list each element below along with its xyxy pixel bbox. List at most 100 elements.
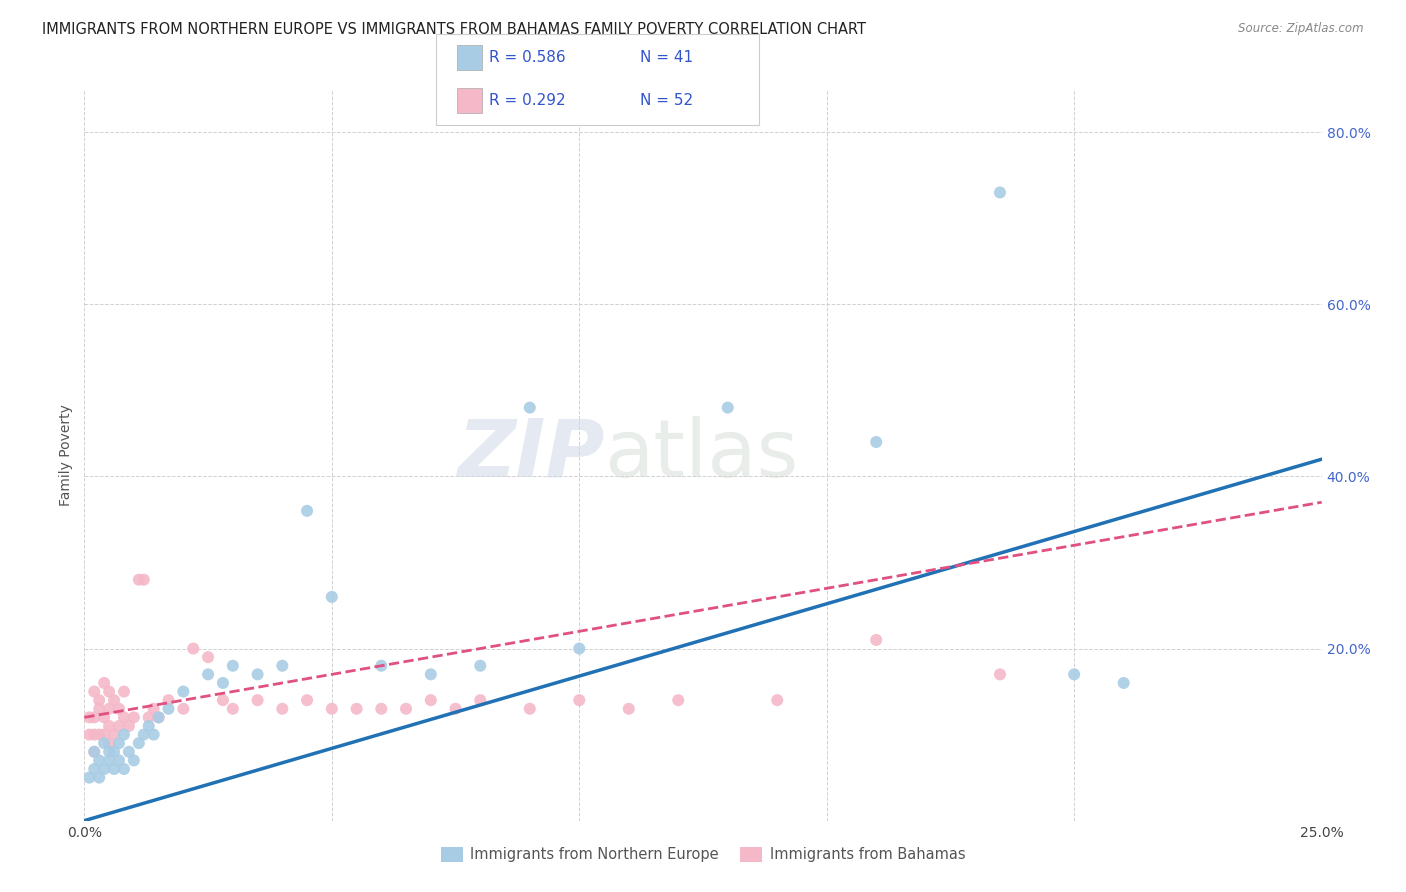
Point bbox=[419, 667, 441, 681]
Point bbox=[172, 702, 194, 716]
Point bbox=[93, 728, 115, 742]
Point bbox=[103, 762, 125, 776]
Point bbox=[321, 702, 343, 716]
Point bbox=[98, 684, 121, 698]
Point bbox=[98, 702, 121, 716]
Point bbox=[519, 401, 541, 415]
Point bbox=[148, 710, 170, 724]
Point bbox=[197, 667, 219, 681]
Point bbox=[157, 693, 180, 707]
Point bbox=[79, 728, 101, 742]
Point bbox=[118, 719, 141, 733]
Point bbox=[395, 702, 418, 716]
Point bbox=[865, 435, 887, 450]
Point bbox=[142, 702, 165, 716]
Text: R = 0.586: R = 0.586 bbox=[489, 51, 565, 65]
Text: IMMIGRANTS FROM NORTHERN EUROPE VS IMMIGRANTS FROM BAHAMAS FAMILY POVERTY CORREL: IMMIGRANTS FROM NORTHERN EUROPE VS IMMIG… bbox=[42, 22, 866, 37]
Point bbox=[346, 702, 368, 716]
Point bbox=[108, 702, 131, 716]
Point bbox=[157, 702, 180, 716]
Point bbox=[246, 667, 269, 681]
Point bbox=[89, 753, 111, 767]
Point bbox=[370, 658, 392, 673]
Point bbox=[212, 676, 235, 690]
Point bbox=[246, 693, 269, 707]
Text: Source: ZipAtlas.com: Source: ZipAtlas.com bbox=[1239, 22, 1364, 36]
Point bbox=[93, 762, 115, 776]
Text: N = 52: N = 52 bbox=[640, 94, 693, 108]
Point bbox=[98, 736, 121, 750]
Point bbox=[112, 762, 135, 776]
Legend: Immigrants from Northern Europe, Immigrants from Bahamas: Immigrants from Northern Europe, Immigra… bbox=[434, 841, 972, 868]
Point bbox=[93, 710, 115, 724]
Point bbox=[222, 658, 245, 673]
Point bbox=[108, 719, 131, 733]
Point bbox=[108, 753, 131, 767]
Point bbox=[470, 693, 492, 707]
Point bbox=[295, 504, 318, 518]
Point bbox=[83, 684, 105, 698]
Point bbox=[568, 693, 591, 707]
Point bbox=[666, 693, 689, 707]
Point bbox=[197, 650, 219, 665]
Point bbox=[1063, 667, 1085, 681]
Point bbox=[89, 771, 111, 785]
Text: R = 0.292: R = 0.292 bbox=[489, 94, 565, 108]
Point bbox=[89, 728, 111, 742]
Point bbox=[89, 693, 111, 707]
Point bbox=[181, 641, 204, 656]
Point bbox=[98, 719, 121, 733]
Point bbox=[98, 745, 121, 759]
Point bbox=[172, 684, 194, 698]
Point bbox=[148, 710, 170, 724]
Point bbox=[108, 736, 131, 750]
Point bbox=[1112, 676, 1135, 690]
Point bbox=[122, 753, 145, 767]
Point bbox=[103, 693, 125, 707]
Point bbox=[138, 710, 160, 724]
Point bbox=[79, 771, 101, 785]
Point bbox=[118, 745, 141, 759]
Point bbox=[89, 702, 111, 716]
Point bbox=[132, 728, 155, 742]
Point bbox=[470, 658, 492, 673]
Point bbox=[370, 702, 392, 716]
Point bbox=[444, 702, 467, 716]
Point bbox=[83, 728, 105, 742]
Point bbox=[103, 728, 125, 742]
Y-axis label: Family Poverty: Family Poverty bbox=[59, 404, 73, 506]
Point bbox=[83, 745, 105, 759]
Point bbox=[83, 745, 105, 759]
Point bbox=[988, 667, 1011, 681]
Point bbox=[419, 693, 441, 707]
Point bbox=[93, 736, 115, 750]
Point bbox=[212, 693, 235, 707]
Point bbox=[321, 590, 343, 604]
Point bbox=[128, 573, 150, 587]
Point bbox=[132, 573, 155, 587]
Point bbox=[112, 710, 135, 724]
Text: N = 41: N = 41 bbox=[640, 51, 693, 65]
Point bbox=[79, 710, 101, 724]
Point bbox=[988, 186, 1011, 200]
Point bbox=[142, 728, 165, 742]
Point bbox=[519, 702, 541, 716]
Point bbox=[83, 762, 105, 776]
Point bbox=[617, 702, 640, 716]
Point bbox=[98, 753, 121, 767]
Point bbox=[271, 658, 294, 673]
Point bbox=[717, 401, 740, 415]
Point bbox=[568, 641, 591, 656]
Point bbox=[295, 693, 318, 707]
Point bbox=[122, 710, 145, 724]
Point bbox=[112, 684, 135, 698]
Point bbox=[93, 676, 115, 690]
Point bbox=[112, 728, 135, 742]
Point bbox=[865, 632, 887, 647]
Point bbox=[128, 736, 150, 750]
Point bbox=[103, 745, 125, 759]
Text: ZIP: ZIP bbox=[457, 416, 605, 494]
Point bbox=[83, 710, 105, 724]
Point bbox=[222, 702, 245, 716]
Point bbox=[138, 719, 160, 733]
